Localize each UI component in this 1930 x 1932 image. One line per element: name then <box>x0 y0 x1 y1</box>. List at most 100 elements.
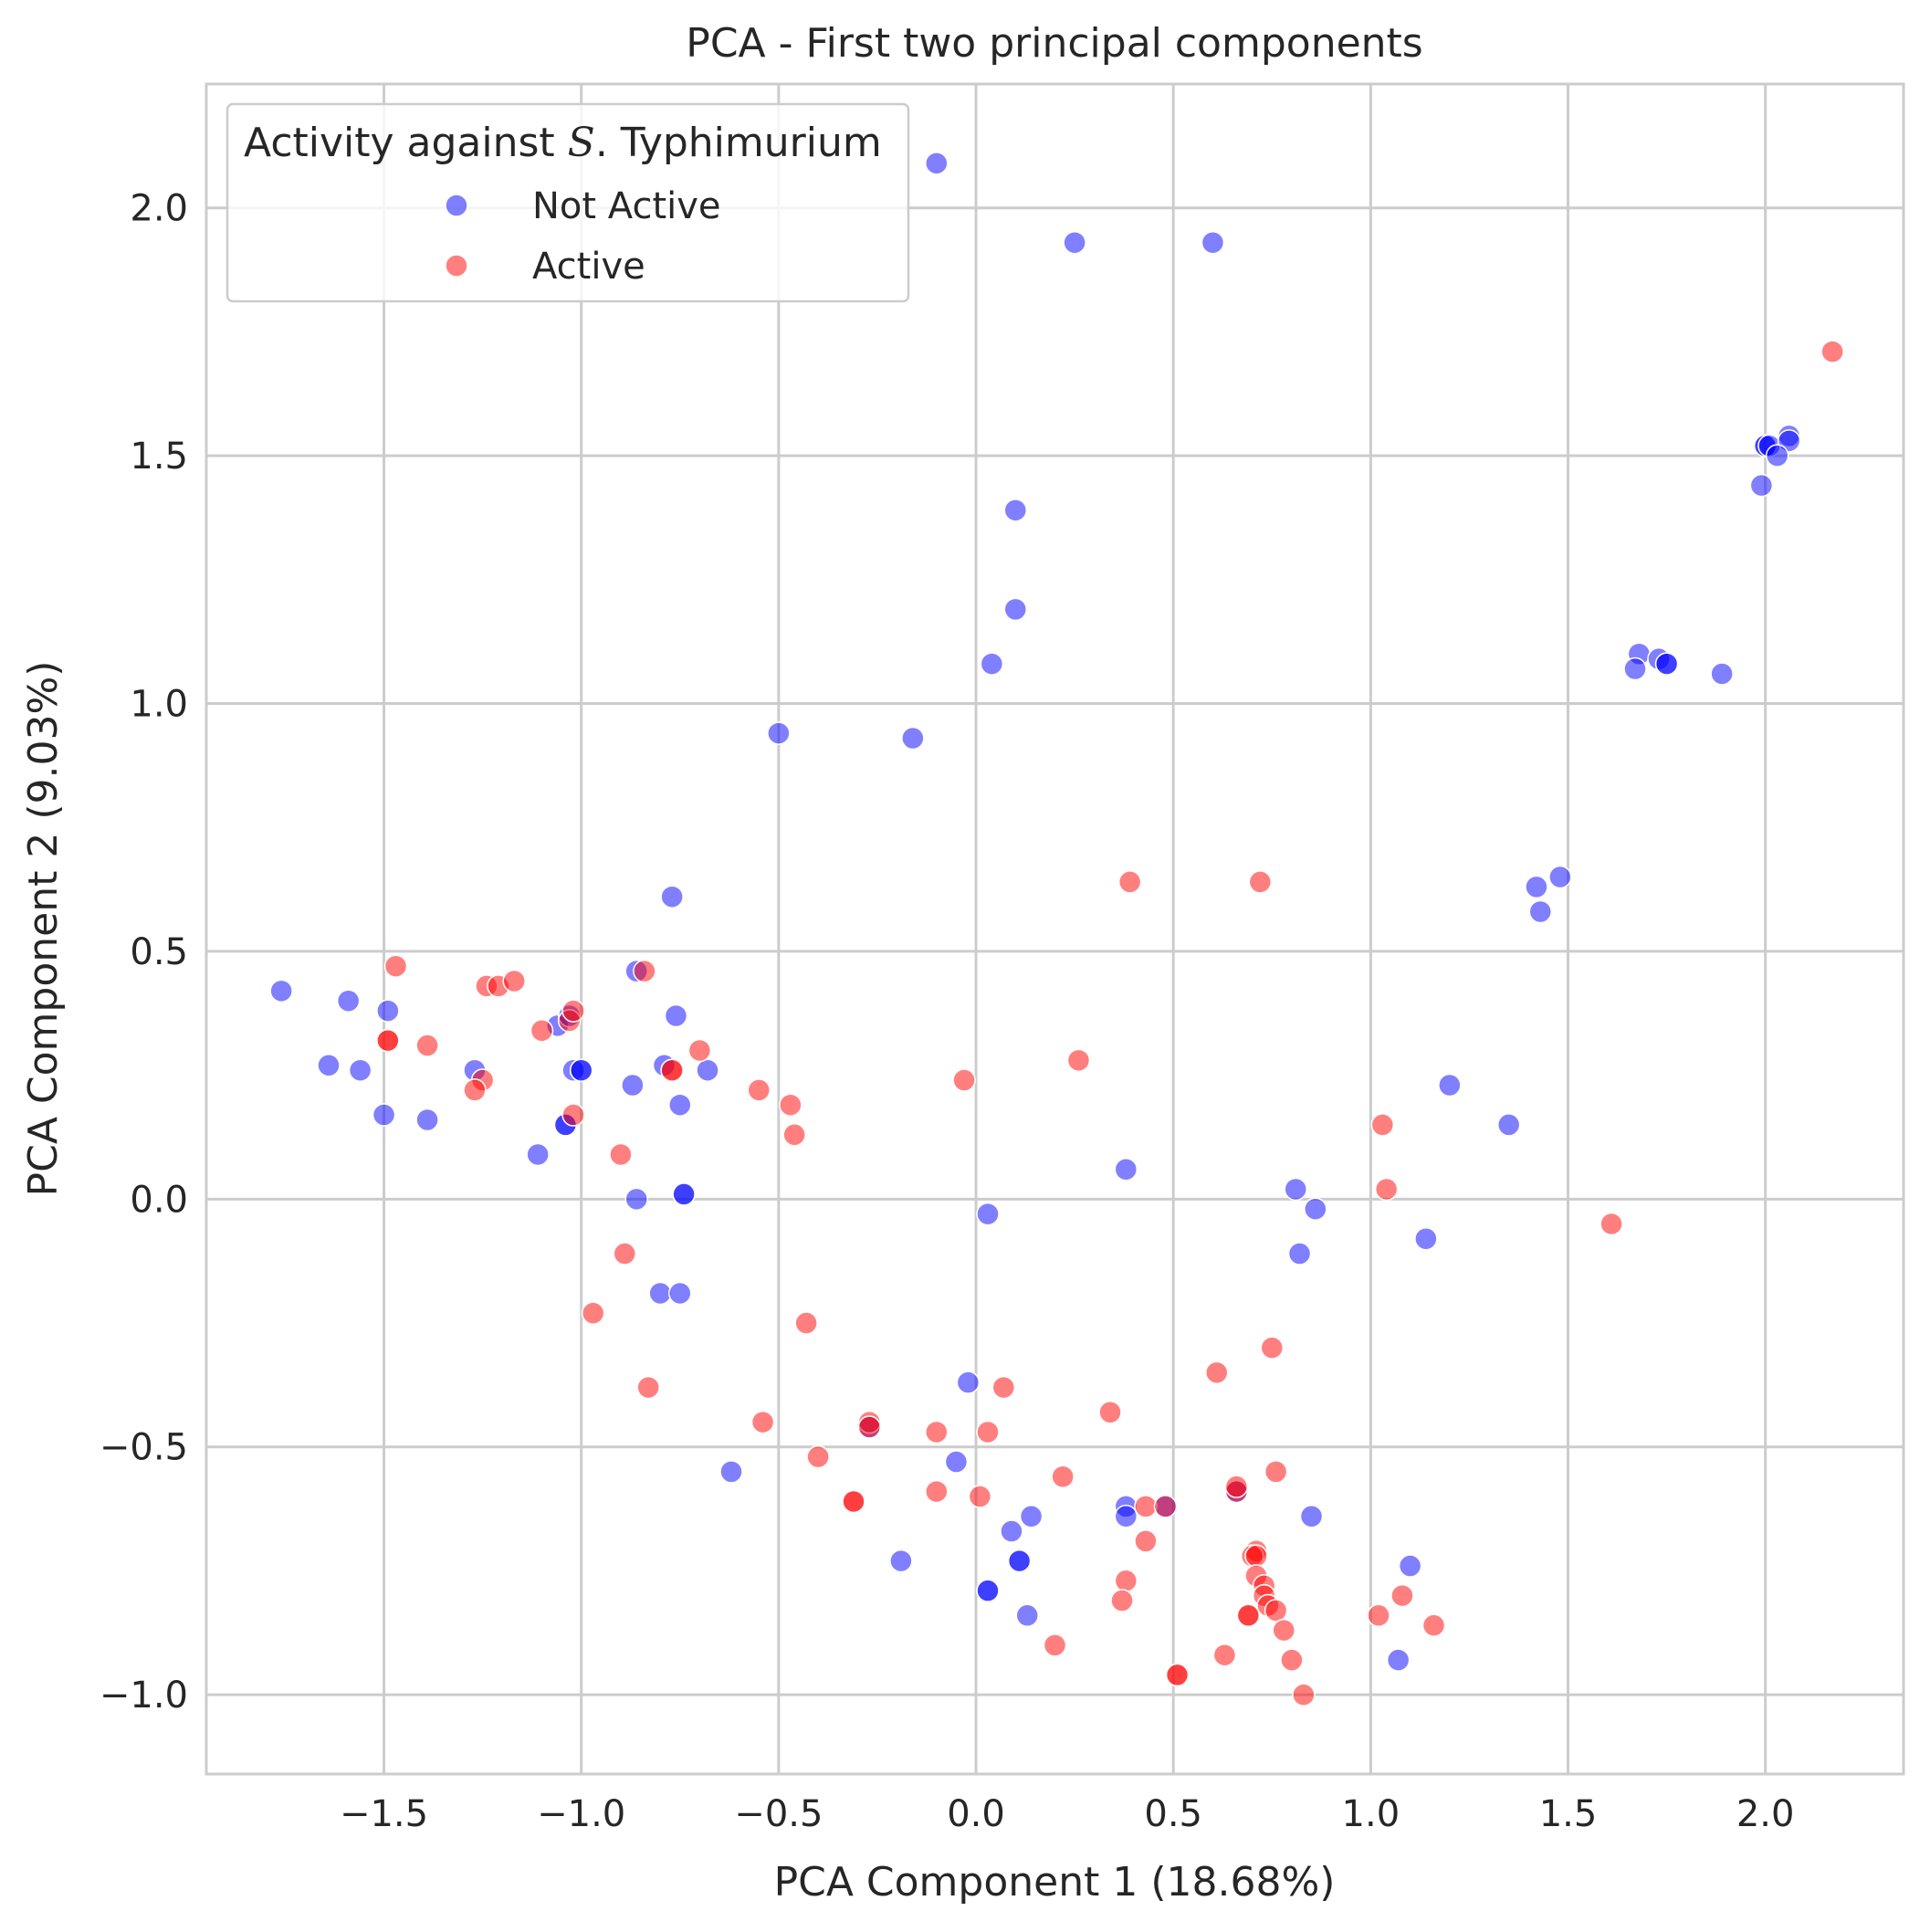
y-tick-label: 1.0 <box>130 684 188 726</box>
data-point-active <box>1134 1495 1158 1518</box>
data-point-active <box>1244 1544 1268 1568</box>
data-point-active <box>1098 1400 1122 1424</box>
data-point-not-active <box>664 1003 688 1028</box>
data-point-active <box>1374 1177 1399 1202</box>
data-point-not-active <box>1438 1073 1462 1097</box>
data-point-not-active <box>1304 1197 1327 1221</box>
data-point-active <box>1272 1618 1295 1643</box>
data-point-not-active <box>1015 1603 1039 1628</box>
data-point-active <box>660 1058 684 1082</box>
data-point-not-active <box>1398 1554 1422 1578</box>
data-point-not-active <box>1007 1549 1032 1573</box>
data-point-active <box>1153 1495 1178 1518</box>
legend-title-suffix: . Typhimurium <box>595 120 882 166</box>
y-tick-label: 0.5 <box>130 931 188 973</box>
data-point-active <box>1820 340 1844 363</box>
data-point-not-active <box>1299 1504 1324 1528</box>
data-point-active <box>806 1444 830 1469</box>
data-point-not-active <box>660 885 684 908</box>
x-tick-labels: −1.5 −1.0 −0.5 0.0 0.5 1.0 1.5 2.0 <box>340 1793 1795 1835</box>
legend-marker-not-active <box>445 194 468 217</box>
x-tick-label: −0.5 <box>734 1793 823 1835</box>
data-point-not-active <box>719 1460 743 1484</box>
data-point-not-active <box>1003 499 1028 522</box>
data-point-not-active <box>624 1187 648 1212</box>
data-point-active <box>1390 1583 1414 1608</box>
data-point-not-active <box>1284 1177 1307 1202</box>
y-tick-label: −1.0 <box>100 1675 188 1717</box>
data-point-not-active <box>889 1549 913 1573</box>
data-point-not-active <box>1528 899 1553 924</box>
data-point-not-active <box>348 1058 372 1082</box>
data-point-not-active <box>1287 1242 1312 1265</box>
data-point-active <box>1367 1603 1390 1628</box>
data-point-active <box>1114 1569 1138 1593</box>
data-point-not-active <box>980 652 1004 676</box>
data-point-not-active <box>1414 1227 1438 1251</box>
grid-lines <box>206 84 1904 1774</box>
data-point-active <box>968 1485 992 1508</box>
data-point-active <box>782 1123 806 1147</box>
data-point-not-active <box>1654 652 1679 676</box>
data-point-not-active <box>1003 597 1028 622</box>
data-point-not-active <box>415 1108 439 1132</box>
data-point-not-active <box>956 1370 981 1394</box>
data-point-not-active <box>925 152 949 175</box>
data-point-active <box>1248 870 1273 894</box>
y-tick-labels: −1.0 −0.5 0.0 0.5 1.0 1.5 2.0 <box>100 188 188 1717</box>
y-tick-label: −0.5 <box>100 1427 188 1469</box>
data-point-not-active <box>1201 230 1225 255</box>
data-point-active <box>1236 1603 1261 1628</box>
data-point-not-active <box>376 999 400 1023</box>
data-point-active <box>857 1415 882 1439</box>
data-point-not-active <box>1000 1519 1023 1543</box>
data-point-active <box>1421 1613 1446 1637</box>
data-point-active <box>415 1034 439 1057</box>
data-point-active <box>1043 1633 1067 1657</box>
data-point-active <box>1066 1048 1091 1073</box>
legend-title: Activity against S. Typhimurium <box>244 120 882 166</box>
x-tick-label: −1.5 <box>340 1793 428 1835</box>
data-point-active <box>779 1093 802 1117</box>
data-point-active <box>376 1028 400 1053</box>
data-point-active <box>1205 1360 1229 1385</box>
data-point-not-active <box>1749 473 1774 498</box>
data-point-active <box>1165 1663 1190 1687</box>
legend-label-active: Active <box>532 246 645 288</box>
data-point-active <box>925 1420 949 1444</box>
data-point-not-active <box>1114 1504 1138 1528</box>
y-tick-label: 0.0 <box>130 1179 188 1221</box>
data-point-not-active <box>336 989 361 1013</box>
data-point-not-active <box>1496 1113 1521 1137</box>
data-point-not-active <box>372 1103 396 1127</box>
y-axis-title: PCA Component 2 (9.03%) <box>20 661 67 1197</box>
data-point-not-active <box>269 979 293 1003</box>
data-point-not-active <box>976 1579 1000 1602</box>
legend-title-italic: S <box>568 120 595 166</box>
data-point-not-active <box>944 1450 969 1474</box>
data-point-active <box>1292 1683 1316 1706</box>
data-point-active <box>794 1311 818 1335</box>
data-point-active <box>952 1068 976 1092</box>
chart-title: PCA - First two principal components <box>686 20 1422 67</box>
data-point-active <box>383 954 408 978</box>
data-point-active <box>1264 1460 1288 1484</box>
data-point-not-active <box>767 721 791 745</box>
data-point-active <box>613 1242 637 1265</box>
data-point-active <box>1600 1212 1623 1236</box>
data-point-not-active <box>1765 444 1789 467</box>
data-point-not-active <box>696 1058 719 1082</box>
data-point-not-active <box>672 1182 696 1206</box>
data-point-active <box>561 1103 585 1127</box>
x-tick-label: 1.5 <box>1539 1793 1598 1835</box>
data-point-active <box>1110 1589 1134 1612</box>
x-tick-label: 0.5 <box>1144 1793 1202 1835</box>
legend-box <box>226 102 910 303</box>
data-point-not-active <box>668 1093 692 1117</box>
data-point-not-active <box>1063 230 1086 255</box>
data-point-active <box>991 1375 1016 1400</box>
data-point-active <box>463 1078 487 1102</box>
data-point-not-active <box>569 1058 593 1082</box>
data-point-not-active <box>1525 875 1548 899</box>
